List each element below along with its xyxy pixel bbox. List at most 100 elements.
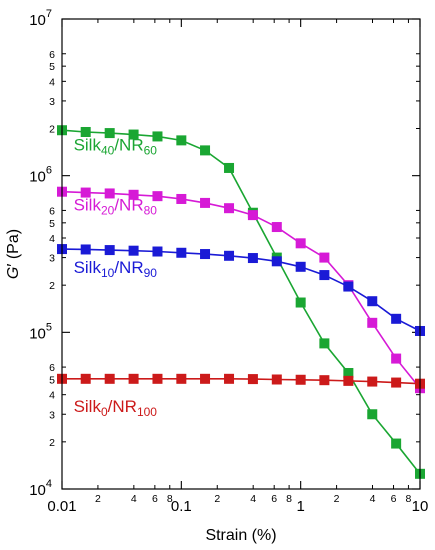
data-point-marker bbox=[104, 245, 115, 256]
series-line bbox=[61, 190, 421, 389]
data-point-marker bbox=[319, 375, 330, 386]
data-point-marker bbox=[128, 189, 139, 200]
data-point-marker bbox=[152, 191, 163, 202]
y-minor-tick-label: 3 bbox=[49, 409, 55, 421]
series-label-subscript: 40 bbox=[101, 143, 115, 157]
series-line bbox=[61, 248, 421, 332]
data-point-marker bbox=[343, 375, 354, 386]
axes: 0.01 0.1 1 102 4 6 8 2 4 6 8 2 4 6 8104105106107234562… bbox=[29, 8, 428, 515]
y-minor-tick-label: 4 bbox=[49, 390, 55, 402]
x-minor-tick-label: 8 bbox=[167, 493, 173, 505]
x-minor-tick-label: 2 bbox=[334, 493, 340, 505]
data-point-marker bbox=[295, 261, 306, 272]
data-point-marker bbox=[104, 128, 115, 139]
plot-frame bbox=[61, 18, 421, 490]
y-tick-label-base: 10 bbox=[29, 325, 46, 342]
data-point-marker bbox=[152, 246, 163, 257]
data-point-marker bbox=[80, 373, 91, 384]
data-point-marker bbox=[295, 374, 306, 385]
y-axis-title: G′ (Pa) bbox=[5, 229, 22, 279]
x-tick-label: 10 bbox=[412, 498, 429, 515]
series-label: Silk10/NR90 bbox=[74, 258, 158, 280]
y-tick-label-base: 10 bbox=[29, 482, 46, 499]
series-line bbox=[62, 378, 421, 385]
data-point-marker bbox=[367, 296, 378, 307]
data-point-marker bbox=[224, 250, 235, 261]
y-tick-label-exponent: 7 bbox=[46, 8, 52, 20]
data-point-marker bbox=[295, 238, 306, 249]
series-label: Silk0/NR100 bbox=[74, 397, 158, 419]
data-point-marker bbox=[295, 297, 306, 308]
y-minor-tick-label: 4 bbox=[49, 233, 55, 245]
series-line bbox=[61, 129, 421, 475]
data-point-marker bbox=[343, 368, 354, 379]
y-minor-tick-label: 6 bbox=[49, 49, 55, 61]
x-minor-tick-label: 2 bbox=[95, 493, 101, 505]
y-minor-tick-label: 6 bbox=[49, 205, 55, 217]
series-label-subscript: 0 bbox=[101, 405, 108, 419]
data-point-marker bbox=[176, 373, 187, 384]
y-tick-label: 106 bbox=[29, 165, 52, 186]
y-minor-tick-label: 2 bbox=[49, 124, 55, 136]
data-point-marker bbox=[152, 373, 163, 384]
y-tick-label-exponent: 6 bbox=[46, 165, 52, 177]
data-point-marker bbox=[319, 270, 330, 281]
data-point-marker bbox=[224, 373, 235, 384]
y-tick-label: 105 bbox=[29, 321, 52, 342]
series-3 bbox=[57, 373, 425, 389]
y-minor-tick-label: 3 bbox=[49, 96, 55, 108]
series-label-text: /NR bbox=[114, 195, 143, 214]
series-label-text: Silk bbox=[74, 195, 102, 214]
series-1 bbox=[57, 186, 425, 394]
y-minor-tick-label: 5 bbox=[49, 218, 55, 230]
data-point-marker bbox=[391, 353, 402, 364]
data-point-marker bbox=[104, 373, 115, 384]
series-label-text: /NR bbox=[114, 258, 143, 277]
data-point-marker bbox=[200, 373, 211, 384]
data-point-marker bbox=[391, 313, 402, 324]
x-minor-tick-label: 4 bbox=[250, 493, 256, 505]
data-point-marker bbox=[80, 244, 91, 255]
data-point-marker bbox=[80, 187, 91, 198]
data-point-marker bbox=[128, 245, 139, 256]
data-point-marker bbox=[128, 129, 139, 140]
y-minor-tick-label: 3 bbox=[49, 253, 55, 265]
y-tick-label: 104 bbox=[29, 478, 52, 499]
data-point-marker bbox=[152, 131, 163, 142]
series-label-text: /NR bbox=[114, 135, 143, 154]
y-tick-label-exponent: 5 bbox=[46, 321, 52, 333]
series-label-text: /NR bbox=[108, 397, 137, 416]
series-label-subscript: 100 bbox=[137, 405, 157, 419]
series-label-text: Silk bbox=[74, 258, 102, 277]
series-label: Silk40/NR60 bbox=[74, 135, 158, 157]
data-point-marker bbox=[224, 203, 235, 214]
data-point-marker bbox=[367, 409, 378, 420]
series-label-subscript: 80 bbox=[144, 203, 158, 217]
data-point-marker bbox=[200, 145, 211, 156]
x-minor-tick-label: 6 bbox=[271, 493, 277, 505]
data-point-marker bbox=[80, 126, 91, 137]
y-tick-label-base: 10 bbox=[29, 169, 46, 186]
series-label-subscript: 60 bbox=[144, 143, 158, 157]
x-axis-title: Strain (%) bbox=[205, 527, 276, 544]
y-tick-label-base: 10 bbox=[29, 12, 46, 29]
x-minor-tick-label: 6 bbox=[152, 493, 158, 505]
data-point-marker bbox=[367, 317, 378, 328]
series-label-text: Silk bbox=[74, 135, 102, 154]
x-minor-tick-label: 2 bbox=[214, 493, 220, 505]
y-tick-label: 107 bbox=[29, 8, 52, 29]
y-minor-tick-label: 2 bbox=[49, 437, 55, 449]
series-label-subscript: 20 bbox=[101, 203, 115, 217]
x-tick-label: 0.01 bbox=[47, 498, 76, 515]
data-point-marker bbox=[176, 135, 187, 146]
series-labels: Silk40/NR60Silk20/NR80Silk10/NR90Silk0/N… bbox=[74, 135, 158, 419]
x-tick-label: 1 bbox=[296, 498, 304, 515]
data-point-marker bbox=[224, 162, 235, 173]
y-minor-tick-label: 5 bbox=[49, 61, 55, 73]
data-point-marker bbox=[247, 210, 258, 221]
data-point-marker bbox=[128, 373, 139, 384]
data-point-marker bbox=[271, 374, 282, 385]
series-label: Silk20/NR80 bbox=[74, 195, 158, 217]
x-tick-label: 0.1 bbox=[171, 498, 192, 515]
